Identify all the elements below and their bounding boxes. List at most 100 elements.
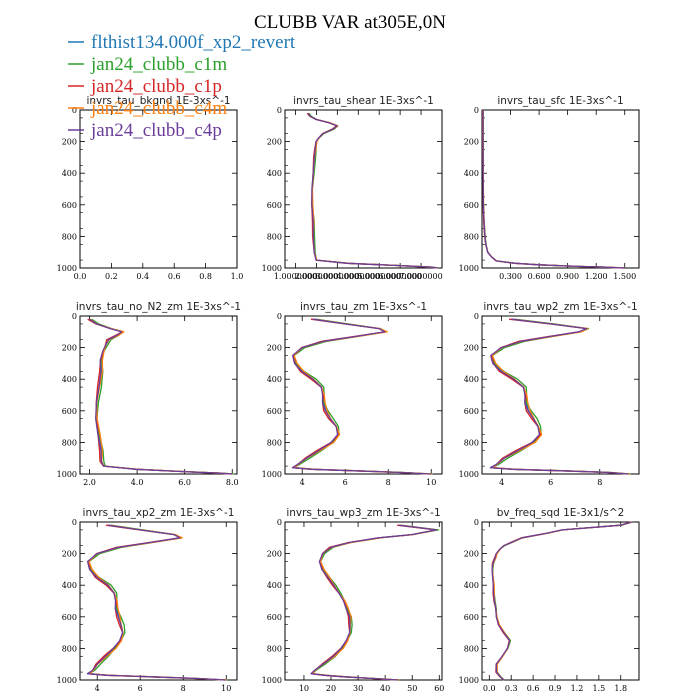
panel-2: invrs_tau_sfc 1E-3xs^-1 0 200 400 600 800 1000…: [459, 95, 640, 281]
panel-6: invrs_tau_xp2_zm 1E-3xs^-1 0 200 400 600 800 1…: [57, 507, 238, 693]
y-tick-label: 0: [277, 312, 282, 321]
x-tick-label: 1.200: [585, 272, 608, 281]
y-tick-label: 600: [464, 613, 479, 622]
x-tick-label: 1.500: [613, 272, 636, 281]
series-line-jan24_clubb_c4m: [89, 318, 233, 475]
x-tick-label: 3.0000000: [316, 272, 359, 281]
x-tick-label: 1.2: [571, 684, 584, 693]
y-tick-label: 800: [62, 232, 77, 241]
x-tick-label: 0.0: [74, 272, 87, 281]
x-tick-label: 10: [426, 478, 436, 487]
y-tick-label: 1000: [262, 676, 282, 685]
legend-entry: jan24_clubb_c4p: [68, 120, 222, 141]
x-tick-label: 4: [95, 684, 100, 693]
y-tick-label: 1000: [459, 264, 479, 273]
y-tick-label: 800: [267, 232, 282, 241]
y-tick-label: 200: [62, 138, 77, 147]
x-tick-label: 6: [343, 478, 348, 487]
y-tick-label: 400: [464, 375, 479, 384]
x-tick-label: 2.0000000: [295, 272, 338, 281]
series-line-jan24_clubb_c4m: [88, 524, 227, 681]
y-tick-label: 600: [62, 407, 77, 416]
y-tick-label: 800: [267, 644, 282, 653]
x-tick-label: 1.0000000: [274, 272, 317, 281]
series-line-jan24_clubb_c4m: [491, 521, 633, 681]
x-tick-label: 4.0000000: [337, 272, 380, 281]
panel-7: invrs_tau_wp3_zm 1E-3xs^-1 0 200 400 600 800 1…: [262, 507, 445, 693]
panel-8: bv_freq_sqd 1E-3x1/s^2 0 200 400 600 800 1000 0…: [459, 507, 640, 693]
y-tick-label: 400: [62, 375, 77, 384]
y-tick-label: 400: [267, 581, 282, 590]
legend-label: jan24_clubb_c1m: [90, 54, 227, 75]
y-tick-label: 200: [62, 550, 77, 559]
x-tick-label: 0.4: [136, 272, 149, 281]
legend-entry: jan24_clubb_c4m: [68, 98, 227, 119]
x-tick-label: 6.0: [178, 478, 191, 487]
y-tick-label: 600: [267, 407, 282, 416]
x-tick-label: 0.8: [199, 272, 212, 281]
y-tick-label: 1000: [459, 470, 479, 479]
x-tick-label: 1.5: [592, 684, 605, 693]
y-tick-label: 600: [62, 201, 77, 210]
series-line-flthist134.000f_xp2_revert: [87, 524, 227, 681]
x-tick-label: 2.0: [83, 478, 96, 487]
panel-title: invrs_tau_sfc 1E-3xs^-1: [497, 95, 623, 107]
panel-title: invrs_tau_wp2_zm 1E-3xs^-1: [483, 301, 637, 313]
x-tick-label: 7.0000000: [399, 272, 442, 281]
series-line-jan24_clubb_c1m: [91, 318, 235, 475]
y-tick-label: 200: [267, 550, 282, 559]
x-tick-label: 4: [300, 478, 305, 487]
series-line-jan24_clubb_c1m: [88, 524, 228, 681]
series-line-flthist134.000f_xp2_revert: [482, 110, 625, 269]
x-tick-label: 8: [386, 478, 391, 487]
x-tick-label: 0.900: [556, 272, 579, 281]
series-line-jan24_clubb_c1m: [308, 112, 439, 269]
plot-frame: [481, 315, 640, 475]
series-line-flthist134.000f_xp2_revert: [491, 521, 632, 681]
figure-title: CLUBB VAR at305E,0N: [254, 12, 446, 33]
y-tick-label: 1000: [262, 470, 282, 479]
plot-frame: [284, 521, 443, 681]
x-tick-label: 10: [299, 684, 309, 693]
x-tick-label: 1.0: [231, 272, 244, 281]
panel-title: invrs_tau_no_N2_zm 1E-3xs^-1: [76, 301, 241, 313]
plot-frame: [79, 109, 238, 269]
y-tick-label: 1000: [459, 676, 479, 685]
series-line-flthist134.000f_xp2_revert: [307, 112, 438, 269]
series-line-jan24_clubb_c4p: [489, 318, 629, 475]
x-tick-label: 6: [138, 684, 143, 693]
x-tick-label: 0.0: [483, 684, 496, 693]
x-tick-label: 4.0: [131, 478, 144, 487]
series-line-jan24_clubb_c1m: [293, 318, 433, 475]
x-tick-label: 40: [380, 684, 390, 693]
x-tick-label: 6.0000000: [379, 272, 422, 281]
series-line-jan24_clubb_c1p: [87, 524, 227, 681]
legend-entry: jan24_clubb_c1m: [68, 54, 227, 75]
y-tick-label: 400: [62, 169, 77, 178]
y-tick-label: 200: [267, 138, 282, 147]
panel-title: invrs_tau_xp2_zm 1E-3xs^-1: [83, 507, 235, 519]
x-tick-label: 0.6: [168, 272, 181, 281]
x-tick-label: 0.6: [527, 684, 540, 693]
series-line-jan24_clubb_c1p: [491, 521, 632, 681]
y-tick-label: 0: [72, 106, 77, 115]
y-tick-label: 600: [267, 201, 282, 210]
y-tick-label: 1000: [57, 264, 77, 273]
series-line-jan24_clubb_c4p: [491, 521, 632, 681]
x-tick-label: 8.0: [226, 478, 239, 487]
y-tick-label: 0: [474, 518, 479, 527]
x-tick-label: 6: [548, 478, 553, 487]
plot-frame: [481, 109, 640, 269]
series-line-jan24_clubb_c4p: [291, 318, 431, 475]
series-line-jan24_clubb_c4p: [310, 524, 438, 681]
plot-frame: [79, 521, 238, 681]
y-tick-label: 0: [474, 312, 479, 321]
y-tick-label: 400: [464, 581, 479, 590]
y-tick-label: 400: [267, 375, 282, 384]
y-tick-label: 400: [464, 169, 479, 178]
series-line-jan24_clubb_c1p: [490, 318, 630, 475]
panel-title: invrs_tau_wp3_zm 1E-3xs^-1: [286, 507, 440, 519]
plot-frame: [284, 315, 443, 475]
y-tick-label: 800: [62, 644, 77, 653]
series-line-flthist134.000f_xp2_revert: [491, 318, 630, 475]
